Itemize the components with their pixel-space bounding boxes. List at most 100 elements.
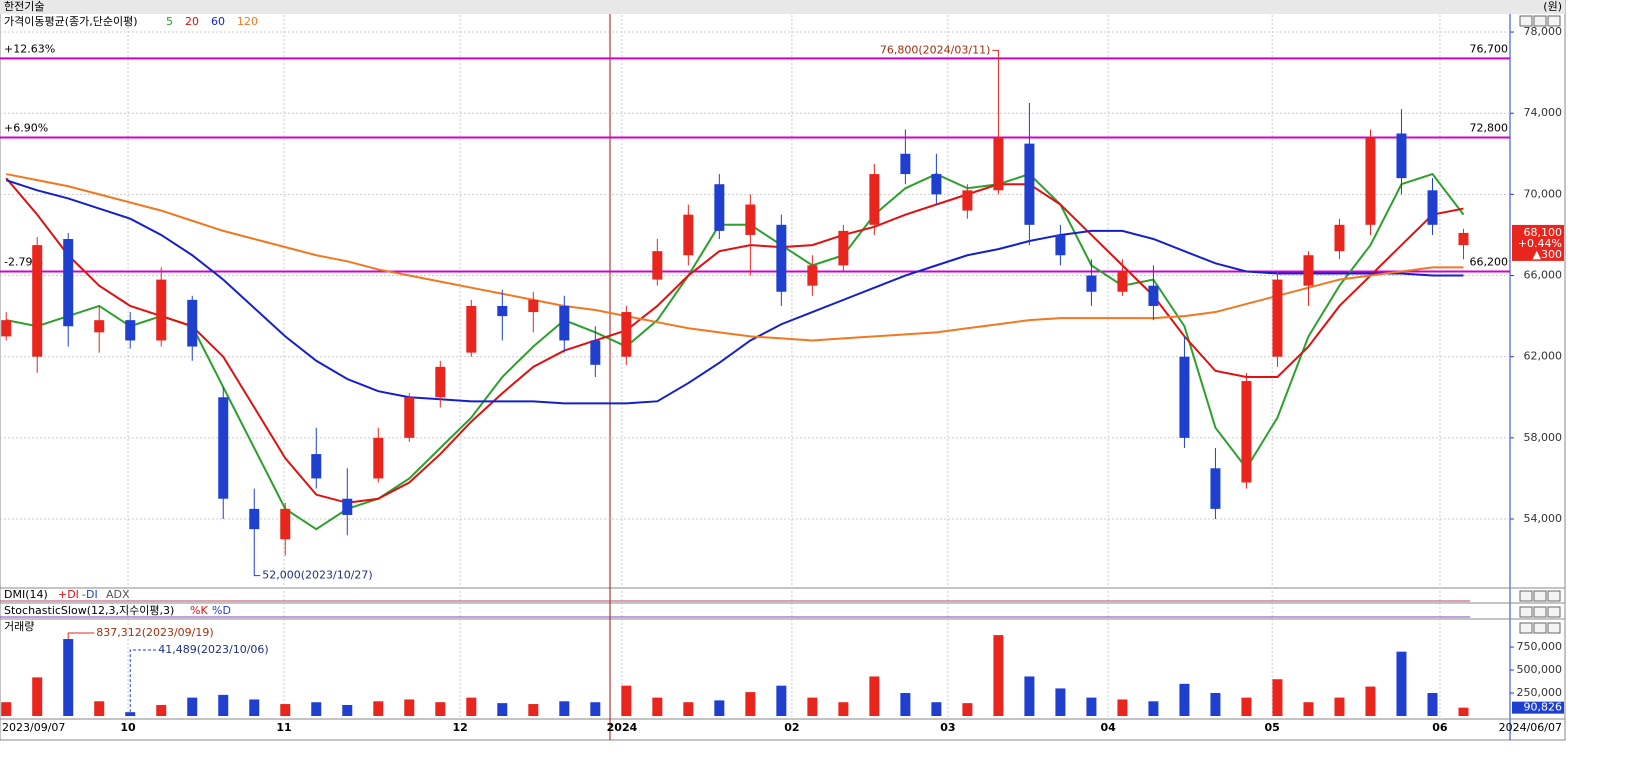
candle-body bbox=[807, 265, 818, 286]
volume-bar bbox=[652, 697, 663, 716]
x-end-label: 2024/06/07 bbox=[1499, 721, 1562, 734]
volume-title: 거래량 bbox=[4, 620, 34, 633]
volume-bar bbox=[94, 701, 105, 716]
panel-button[interactable] bbox=[1533, 15, 1547, 27]
annotation-label: 76,800(2024/03/11) bbox=[880, 43, 990, 56]
candle-body bbox=[1179, 356, 1190, 438]
candle-body bbox=[218, 397, 229, 499]
candle-body bbox=[156, 279, 167, 341]
candle-body bbox=[94, 320, 105, 333]
x-tick-label: 11 bbox=[276, 721, 291, 734]
dmi-legend: +DI bbox=[58, 588, 79, 601]
candle-body bbox=[900, 153, 911, 175]
candle-body bbox=[1303, 255, 1314, 286]
annotation-label: 52,000(2023/10/27) bbox=[262, 569, 372, 582]
dmi-legend: ADX bbox=[106, 588, 130, 601]
volume-bar bbox=[1210, 693, 1221, 716]
volume-tick-label: 250,000 bbox=[1517, 686, 1563, 699]
volume-bar bbox=[1241, 697, 1252, 716]
candle-body bbox=[1396, 133, 1407, 179]
candle-body bbox=[1427, 190, 1438, 225]
legend-entry: 20 bbox=[185, 15, 199, 28]
x-tick-label: 06 bbox=[1432, 721, 1448, 734]
panel-button[interactable] bbox=[1547, 15, 1561, 27]
level-label: 66,200 bbox=[1470, 255, 1509, 268]
candle-body bbox=[1334, 224, 1345, 252]
volume-bar bbox=[249, 699, 260, 716]
annotation-label: 837,312(2023/09/19) bbox=[96, 626, 213, 639]
legend-title: 가격이동평균(종가,단순이평) bbox=[4, 15, 138, 28]
volume-bar bbox=[559, 701, 570, 716]
y-tick-label: 74,000 bbox=[1524, 106, 1563, 119]
level-label: 72,800 bbox=[1470, 122, 1509, 135]
candle-body bbox=[280, 508, 291, 540]
volume-bar bbox=[900, 693, 911, 716]
volume-bar bbox=[218, 694, 229, 716]
x-tick-label: 05 bbox=[1265, 721, 1280, 734]
stoch-title: StochasticSlow(12,3,지수이평,3) bbox=[4, 604, 174, 617]
candle-body bbox=[745, 204, 756, 235]
level-label: 76,700 bbox=[1470, 42, 1509, 55]
panel-button[interactable] bbox=[1547, 590, 1561, 602]
panel-button[interactable] bbox=[1533, 590, 1547, 602]
volume-bar bbox=[1117, 699, 1128, 716]
panel-button[interactable] bbox=[1533, 606, 1547, 618]
y-tick-label: 70,000 bbox=[1524, 187, 1563, 200]
ma-line bbox=[5, 177, 1464, 504]
x-tick-label: 03 bbox=[940, 721, 955, 734]
volume-bar bbox=[1365, 686, 1376, 716]
candle-body bbox=[404, 397, 415, 438]
panel-button[interactable] bbox=[1519, 590, 1533, 602]
volume-bar bbox=[931, 702, 942, 716]
volume-last-box bbox=[1512, 701, 1564, 714]
candle-body bbox=[32, 245, 43, 357]
x-tick-label: 04 bbox=[1101, 721, 1117, 734]
candle-body bbox=[497, 305, 508, 317]
panel-button[interactable] bbox=[1533, 622, 1547, 634]
panel-button[interactable] bbox=[1519, 622, 1533, 634]
candle-body bbox=[125, 320, 136, 341]
candle-body bbox=[1117, 271, 1128, 292]
y-tick-label: 66,000 bbox=[1524, 269, 1563, 282]
candle-body bbox=[311, 454, 322, 479]
annotation-label: 41,489(2023/10/06) bbox=[158, 643, 268, 656]
legend-entry: 5 bbox=[166, 15, 173, 28]
candle-body bbox=[559, 305, 570, 341]
volume-bar bbox=[1086, 697, 1097, 716]
volume-bar bbox=[1272, 679, 1283, 716]
panel-button[interactable] bbox=[1519, 606, 1533, 618]
volume-bar bbox=[156, 704, 167, 716]
x-tick-label: 02 bbox=[784, 721, 799, 734]
last-price-label: 68,100 bbox=[1524, 226, 1563, 239]
volume-tick-label: 750,000 bbox=[1517, 640, 1563, 653]
panel-button[interactable] bbox=[1519, 15, 1533, 27]
candle-body bbox=[1210, 468, 1221, 509]
ma-line bbox=[6, 173, 1464, 342]
annotation-arrow bbox=[253, 559, 261, 577]
stoch-legend: %K bbox=[190, 604, 208, 617]
candle-body bbox=[528, 299, 539, 313]
volume-bar bbox=[125, 712, 136, 716]
volume-bar bbox=[962, 703, 973, 716]
level-pct: +12.63% bbox=[4, 42, 55, 55]
dmi-legend: -DI bbox=[82, 588, 98, 601]
panel-button[interactable] bbox=[1547, 606, 1561, 618]
panel-button[interactable] bbox=[1547, 622, 1561, 634]
candle-body bbox=[621, 312, 632, 357]
volume-bar bbox=[869, 676, 880, 716]
ma-line bbox=[5, 179, 1464, 405]
y-tick-label: 54,000 bbox=[1524, 512, 1563, 525]
volume-bar bbox=[1334, 697, 1345, 716]
volume-bar bbox=[993, 635, 1004, 716]
ma-line bbox=[6, 172, 1465, 531]
x-tick-label: 10 bbox=[120, 721, 136, 734]
frame bbox=[0, 0, 1566, 741]
volume-bar bbox=[807, 697, 818, 716]
volume-bar bbox=[528, 704, 539, 716]
annotation-arrow bbox=[67, 632, 95, 640]
volume-bar bbox=[1148, 701, 1159, 716]
stoch-legend: %D bbox=[212, 604, 231, 617]
annotation-arrow bbox=[129, 649, 157, 713]
volume-bar bbox=[32, 677, 43, 716]
candle-body bbox=[1241, 381, 1252, 483]
